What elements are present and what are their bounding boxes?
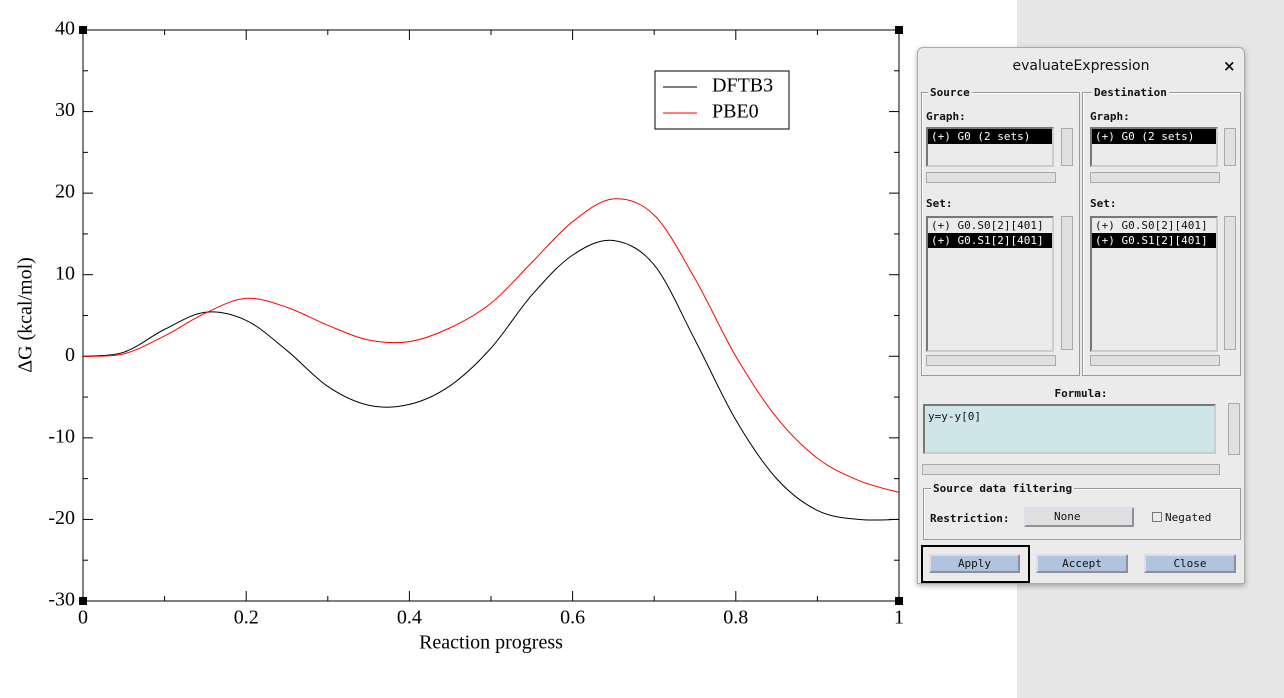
x-axis-label: Reaction progress [419, 632, 563, 654]
source-frame [921, 92, 1080, 376]
legend-label: PBE0 [712, 101, 759, 123]
scrollbar[interactable] [1224, 216, 1236, 350]
y-tick-label: 40 [55, 18, 75, 40]
scrollbar[interactable] [1224, 128, 1236, 166]
dropdown-value: None [1054, 510, 1081, 523]
apply-button[interactable]: Apply [929, 554, 1020, 573]
checkbox[interactable] [1152, 512, 1162, 522]
scrollbar[interactable] [926, 172, 1056, 183]
restriction-dropdown[interactable]: None [1024, 507, 1134, 527]
selection-handle [895, 26, 903, 34]
y-axis-label: ΔG (kcal/mol) [15, 257, 37, 373]
destination-graph-list[interactable]: (+) G0 (2 sets) [1090, 127, 1218, 167]
list-item[interactable]: (+) G0.S1[2][401] [928, 233, 1052, 248]
x-tick-label: 0.4 [397, 607, 422, 629]
scrollbar[interactable] [1061, 128, 1073, 166]
x-tick-label: 1 [894, 607, 904, 629]
x-tick-label: 0.6 [560, 607, 585, 629]
frame-title: Source data filtering [931, 482, 1075, 495]
scrollbar[interactable] [1061, 216, 1073, 350]
chart: Reaction progress ΔG (kcal/mol) 0 0.2 0.4 0… [15, 18, 904, 654]
label: Graph: [1090, 110, 1130, 123]
accept-button[interactable]: Accept [1036, 554, 1128, 573]
series-line [82, 198, 900, 493]
dialog-title: evaluateExpression [1012, 58, 1150, 74]
y-tick-label: 20 [55, 181, 75, 203]
list-item[interactable]: (+) G0.S0[2][401] [931, 219, 1044, 232]
selection-handle [79, 597, 87, 605]
evaluate-expression-dialog: evaluateExpression × Source Graph: (+) G… [917, 47, 1245, 584]
close-icon[interactable]: × [1223, 57, 1236, 75]
y-tick-label: -20 [48, 507, 75, 529]
y-tick-label: 10 [55, 262, 75, 284]
list-item[interactable]: (+) G0 (2 sets) [1092, 129, 1216, 144]
scrollbar[interactable] [1090, 355, 1220, 366]
y-tick-label: 30 [55, 99, 75, 121]
label: Restriction: [930, 512, 1010, 525]
label: Formula: [1054, 387, 1108, 400]
x-tick-label: 0.8 [723, 607, 748, 629]
list-item[interactable]: (+) G0 (2 sets) [928, 129, 1052, 144]
scrollbar[interactable] [1228, 403, 1240, 455]
checkbox-label: Negated [1165, 511, 1212, 524]
legend-label: DFTB3 [712, 75, 773, 97]
destination-set-list[interactable]: (+) G0.S0[2][401] (+) G0.S1[2][401] [1090, 216, 1218, 352]
series-line [82, 239, 900, 521]
selection-handle [79, 26, 87, 34]
x-tick-label: 0.2 [234, 607, 259, 629]
x-tick-label: 0 [78, 607, 88, 629]
frame-title: Source [928, 86, 972, 99]
label: Set: [1090, 197, 1117, 210]
source-graph-list[interactable]: (+) G0 (2 sets) [926, 127, 1054, 167]
scrollbar[interactable] [926, 355, 1056, 366]
source-set-list[interactable]: (+) G0.S0[2][401] (+) G0.S1[2][401] [926, 216, 1054, 352]
formula-input[interactable]: y=y-y[0] [923, 404, 1216, 454]
filter-frame [923, 488, 1241, 540]
label: Set: [926, 197, 953, 210]
frame-title: Destination [1092, 86, 1169, 99]
list-item[interactable]: (+) G0.S0[2][401] [1095, 219, 1208, 232]
label: Graph: [926, 110, 966, 123]
legend-box [654, 70, 790, 130]
scrollbar[interactable] [1090, 172, 1220, 183]
y-tick-label: -10 [48, 425, 75, 447]
y-tick-label: 0 [65, 344, 75, 366]
y-tick-label: -30 [48, 589, 75, 611]
list-item[interactable]: (+) G0.S1[2][401] [1092, 233, 1216, 248]
scrollbar[interactable] [922, 464, 1220, 475]
selection-handle [895, 597, 903, 605]
close-button[interactable]: Close [1144, 554, 1236, 573]
default-button-ring [921, 545, 1030, 583]
